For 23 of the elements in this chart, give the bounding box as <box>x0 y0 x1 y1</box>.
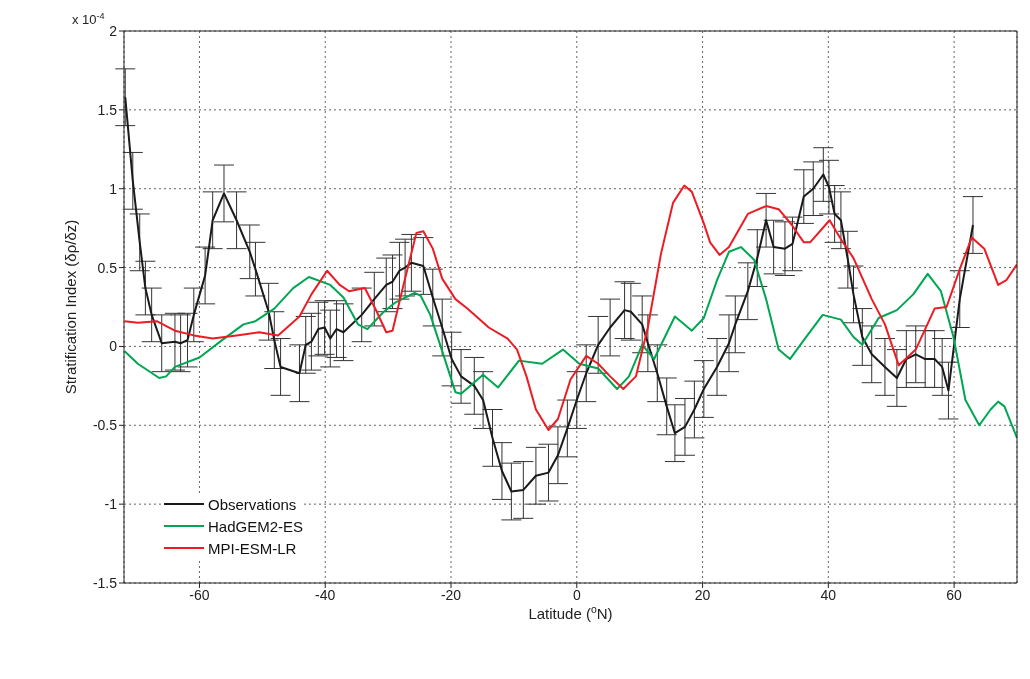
legend-label: MPI-ESM-LR <box>208 539 297 557</box>
y-tick-label: 1.5 <box>97 101 118 118</box>
line-series <box>124 246 1017 439</box>
y-tick-label: 2 <box>109 22 118 39</box>
x-tick-label: 40 <box>820 586 837 603</box>
x-axis-title: Latitude ($^{o}$N) <box>528 603 613 622</box>
legend-label: Observations <box>208 495 297 513</box>
x-tick-label: 20 <box>694 586 711 603</box>
legend-label: HadGEM2-ES <box>208 517 304 535</box>
y-tick-label: 0 <box>109 338 118 355</box>
y-tick-label: -0.5 <box>92 417 118 434</box>
x-tick-label: -60 <box>189 586 210 603</box>
y-tick-label: -1 <box>104 496 118 513</box>
text: x 10$^{-4}$ <box>72 11 105 27</box>
x-tick-label: 0 <box>572 586 581 603</box>
y-tick-label: 1 <box>109 180 118 197</box>
y-axis-title: Stratification Index (δρ/δz) <box>62 219 79 395</box>
x-tick-label: -40 <box>315 586 336 603</box>
y-tick-label: -1.5 <box>92 574 118 591</box>
x-tick-label: -20 <box>440 586 462 603</box>
line-series <box>124 184 1017 432</box>
x-tick-label: 60 <box>946 586 963 603</box>
y-tick-label: 0.5 <box>97 259 118 276</box>
